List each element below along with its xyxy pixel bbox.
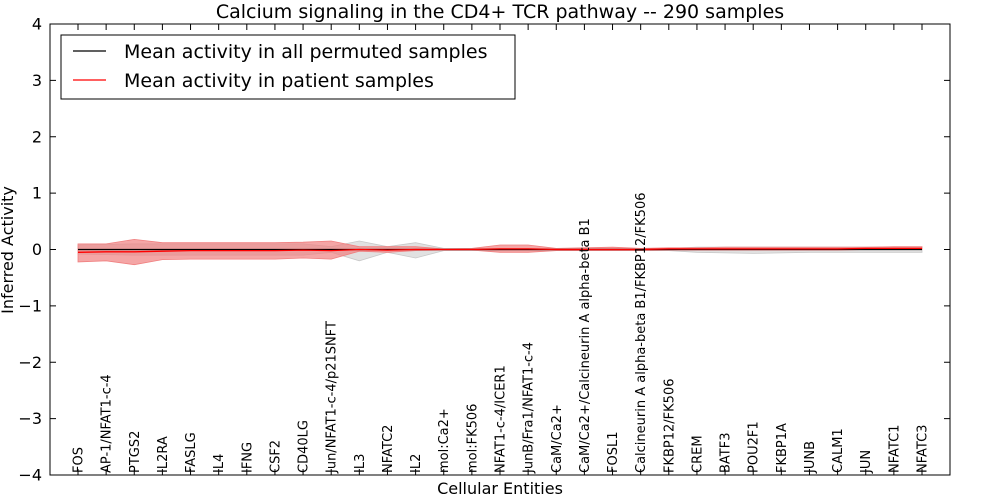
category-label: mol:FK506 xyxy=(465,404,480,473)
y-tick-label: 1 xyxy=(32,184,42,203)
y-tick-label: −3 xyxy=(18,409,42,428)
line-patient xyxy=(77,247,922,253)
y-tick-labels: −4 −3 −2 −1 0 1 2 3 4 xyxy=(18,15,42,485)
category-label: Calcineurin A alpha-beta B1/FKBP12/FK506 xyxy=(634,193,649,473)
category-label: JUNB xyxy=(803,441,818,474)
category-label: FKBP12/FK506 xyxy=(662,379,677,474)
legend: Mean activity in all permuted samples Me… xyxy=(60,34,516,100)
chart-title: Calcium signaling in the CD4+ TCR pathwa… xyxy=(216,1,784,23)
series-lines xyxy=(77,247,922,253)
y-tick-label: 3 xyxy=(32,71,42,90)
category-label: FKBP1A xyxy=(775,423,790,473)
category-label: JUN xyxy=(859,450,874,474)
category-label: CaM/Ca2+/Calcineurin A alpha-beta B1 xyxy=(578,218,593,473)
confidence-bands xyxy=(77,238,923,266)
y-tick-label: 4 xyxy=(32,15,42,34)
y-tick-label: −4 xyxy=(18,466,42,485)
category-label: IFNG xyxy=(240,442,255,473)
category-label: NFATC3 xyxy=(916,425,931,473)
category-label: CSF2 xyxy=(268,440,283,473)
category-label: JunB/Fra1/NFAT1-c-4 xyxy=(522,342,537,474)
category-label: Jun/NFAT1-c-4/p21SNFT xyxy=(325,321,340,474)
plot-frame xyxy=(49,23,951,476)
category-label: NFATC1 xyxy=(887,425,902,473)
category-label: FASLG xyxy=(184,432,199,473)
category-label: CaM/Ca2+ xyxy=(550,404,565,473)
y-axis-label: Inferred Activity xyxy=(0,186,17,314)
category-label: POU2F1 xyxy=(747,421,762,473)
legend-box xyxy=(60,34,516,100)
category-label: CALM1 xyxy=(831,428,846,473)
category-label: IL4 xyxy=(212,454,227,473)
x-axis-label: Cellular Entities xyxy=(437,479,563,498)
category-label: BATF3 xyxy=(719,433,734,474)
legend-label-permuted: Mean activity in all permuted samples xyxy=(124,41,487,63)
category-label: IL2RA xyxy=(156,436,171,473)
category-label: CREM xyxy=(690,435,705,473)
y-tick-label: 2 xyxy=(32,127,42,146)
category-label: NFATC2 xyxy=(381,425,396,473)
category-label: FOS xyxy=(72,447,87,473)
y-tick-label: 0 xyxy=(32,240,42,259)
category-labels: FOS AP-1/NFAT1-c-4 PTGS2 IL2RA FASLG IL4 IFNG C… xyxy=(72,193,931,474)
y-tick-label: −1 xyxy=(18,296,42,315)
category-label: NFAT1-c-4/ICER1 xyxy=(494,365,509,473)
category-label: PTGS2 xyxy=(128,431,143,473)
category-label: mol:Ca2+ xyxy=(437,408,452,473)
category-label: AP-1/NFAT1-c-4 xyxy=(100,374,115,473)
legend-label-patient: Mean activity in patient samples xyxy=(124,70,434,92)
category-label: FOSL1 xyxy=(606,432,621,473)
category-label: IL3 xyxy=(353,454,368,473)
category-label: IL2 xyxy=(409,454,424,473)
category-label: CD40LG xyxy=(297,420,312,473)
y-tick-label: −2 xyxy=(18,353,42,372)
